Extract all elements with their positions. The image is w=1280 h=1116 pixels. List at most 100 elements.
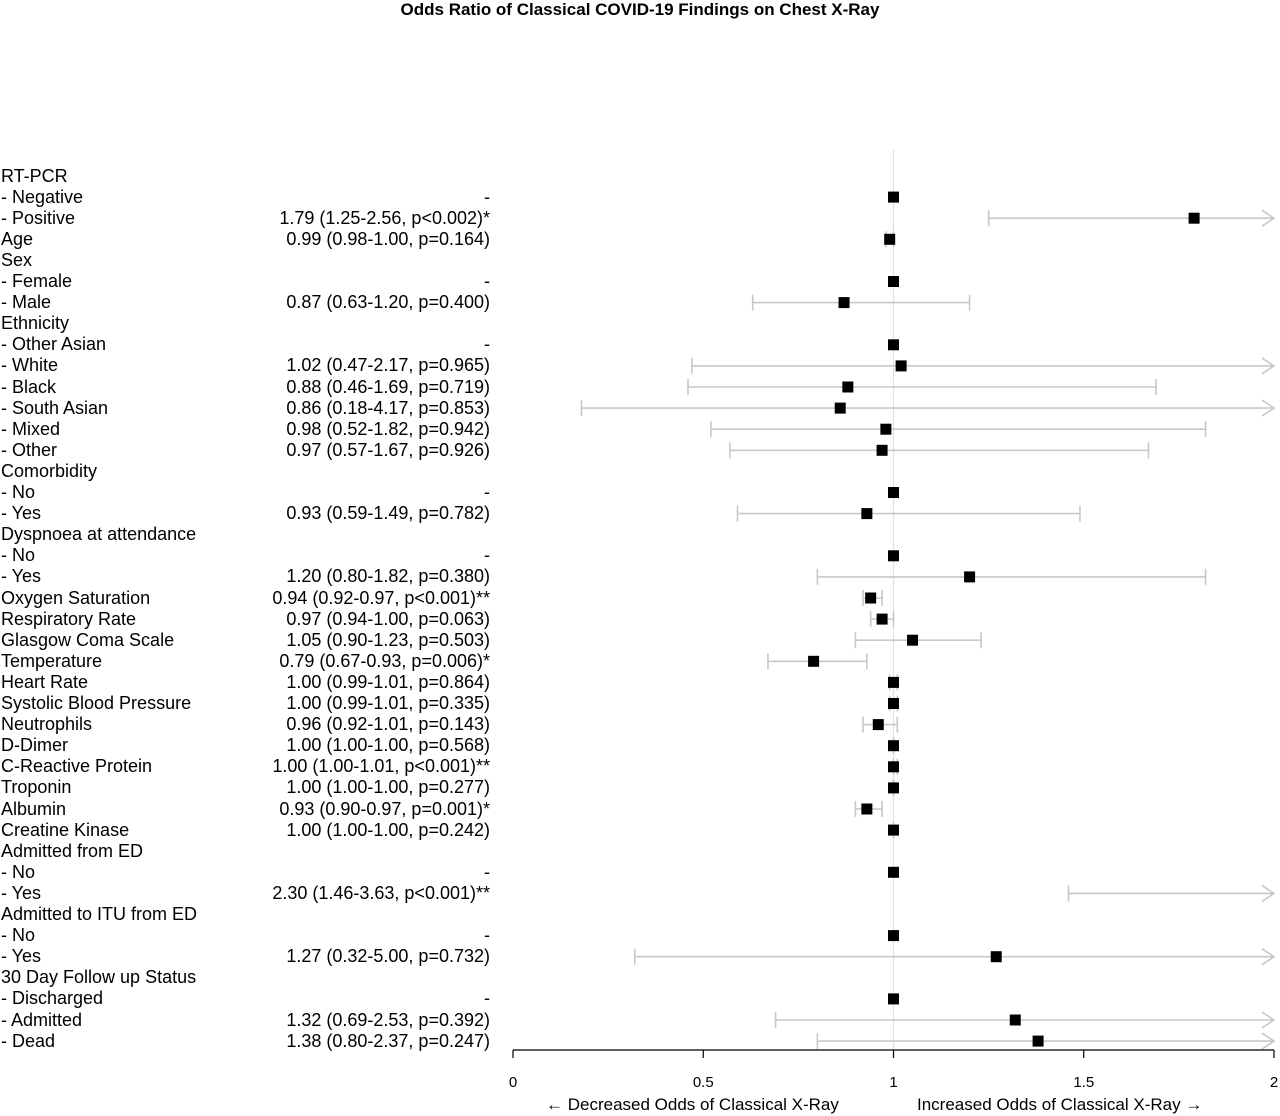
row-label: C-Reactive Protein	[1, 756, 153, 777]
point-estimate	[888, 550, 899, 562]
row-label: - Other	[1, 439, 58, 460]
point-estimate	[907, 634, 919, 646]
row-label: Ethnicity	[1, 313, 70, 334]
row-label: - Discharged	[1, 988, 104, 1009]
row-stat: -	[484, 988, 490, 1009]
point-estimate	[861, 803, 873, 815]
row-stat: 0.94 (0.92-0.97, p<0.001)**	[272, 587, 490, 608]
row-label: - No	[1, 482, 36, 502]
point-estimate	[876, 444, 888, 456]
row-label: Creatine Kinase	[1, 819, 130, 840]
row-label: Admitted from ED	[1, 840, 144, 861]
chart-title: Odds Ratio of Classical COVID-19 Finding…	[400, 0, 880, 19]
row-label: - No	[1, 925, 36, 946]
point-estimate	[888, 866, 899, 878]
row-label: Oxygen Saturation	[1, 587, 151, 608]
ci-whisker	[729, 442, 1150, 459]
x-tick-label: 1.5	[1073, 1074, 1094, 1091]
point-estimate	[834, 402, 846, 414]
ci-whisker	[751, 294, 971, 311]
row-stat: 0.96 (0.92-1.01, p=0.143)	[286, 714, 490, 735]
row-stat: -	[484, 334, 490, 355]
row-stat: 0.79 (0.67-0.93, p=0.006)*	[279, 650, 490, 671]
row-label: - South Asian	[1, 397, 109, 418]
point-estimate	[895, 360, 907, 372]
row-label: - No	[1, 861, 36, 882]
x-tick-label: 1	[889, 1074, 897, 1091]
point-estimate	[888, 782, 899, 794]
point-estimate	[876, 613, 888, 625]
row-label: - Yes	[1, 946, 42, 967]
ci-whisker	[736, 505, 1081, 522]
point-estimate	[888, 276, 899, 287]
row-stat: 1.05 (0.90-1.23, p=0.503)	[286, 629, 490, 650]
ci-whisker	[854, 632, 982, 649]
x-tick-label: 0	[509, 1074, 517, 1091]
x-axis-label-right: Increased Odds of Classical X-Ray →	[917, 1095, 1203, 1114]
point-estimate	[888, 698, 899, 709]
ci-whisker	[816, 568, 1207, 585]
x-tick-label: 2	[1270, 1074, 1278, 1091]
row-label: - Yes	[1, 882, 42, 903]
row-stat: 1.00 (1.00-1.00, p=0.277)	[286, 777, 490, 798]
row-label: - Negative	[1, 186, 84, 207]
row-label: - Admitted	[1, 1009, 83, 1030]
row-label: Troponin	[1, 777, 72, 798]
point-estimate	[1032, 1035, 1044, 1047]
point-estimate	[861, 508, 873, 520]
point-estimate	[888, 676, 899, 688]
row-label: - Yes	[1, 566, 42, 587]
ci-whisker	[710, 421, 1207, 438]
ci-whisker	[816, 1032, 1276, 1050]
row-label: - Yes	[1, 503, 42, 524]
point-estimate	[888, 740, 899, 752]
row-stat: 1.00 (0.99-1.01, p=0.864)	[286, 671, 490, 692]
row-label: Temperature	[1, 650, 103, 671]
row-stat: 1.79 (1.25-2.56, p<0.002)*	[279, 207, 490, 228]
ci-whisker	[1067, 884, 1276, 903]
row-label: - White	[1, 355, 59, 376]
ci-whisker	[687, 379, 1157, 395]
row-stat: 1.32 (0.69-2.53, p=0.392)	[286, 1009, 490, 1030]
row-label: Heart Rate	[1, 671, 89, 692]
row-stat: 0.99 (0.98-1.00, p=0.164)	[286, 228, 490, 249]
ci-whisker	[691, 357, 1276, 375]
point-estimate	[888, 930, 899, 942]
row-label: - Positive	[1, 207, 76, 228]
point-estimate	[1009, 1014, 1021, 1026]
row-label: Age	[1, 228, 34, 249]
row-stat: 1.00 (0.99-1.01, p=0.335)	[286, 693, 490, 713]
point-estimate	[865, 592, 877, 604]
row-label: Respiratory Rate	[1, 608, 137, 629]
row-stat: -	[484, 482, 490, 502]
row-stat: 2.30 (1.46-3.63, p<0.001)**	[272, 882, 490, 903]
row-stat: 0.93 (0.90-0.97, p=0.001)*	[279, 798, 490, 819]
row-stat: -	[484, 186, 490, 207]
row-stat: 1.20 (0.80-1.82, p=0.380)	[286, 566, 490, 587]
point-estimate	[888, 191, 899, 203]
row-label: RT-PCR	[1, 165, 68, 186]
row-stat: 0.97 (0.94-1.00, p=0.063)	[286, 608, 490, 629]
row-label: Neutrophils	[1, 714, 93, 735]
point-estimate	[888, 339, 899, 351]
point-estimate	[808, 655, 820, 667]
row-stat: -	[484, 925, 490, 946]
row-stat: 1.27 (0.32-5.00, p=0.732)	[286, 946, 490, 967]
row-label: - Mixed	[1, 418, 61, 439]
row-stat: 0.88 (0.46-1.69, p=0.719)	[286, 376, 490, 397]
point-estimate	[842, 381, 854, 393]
point-estimate	[872, 719, 884, 731]
point-estimate	[888, 487, 899, 498]
row-label: Comorbidity	[1, 460, 98, 481]
row-stat: 1.00 (1.00-1.00, p=0.242)	[286, 819, 490, 840]
row-label: - Other Asian	[1, 334, 107, 355]
row-stat: 1.38 (0.80-2.37, p=0.247)	[286, 1030, 490, 1051]
row-label: Dyspnoea at attendance	[1, 524, 197, 545]
row-label: - Male	[1, 292, 52, 313]
row-stat: -	[484, 861, 490, 882]
ci-whisker	[987, 209, 1276, 227]
x-tick-label: 0.5	[693, 1074, 714, 1091]
point-estimate	[888, 824, 899, 836]
row-label: Admitted to ITU from ED	[1, 904, 198, 924]
